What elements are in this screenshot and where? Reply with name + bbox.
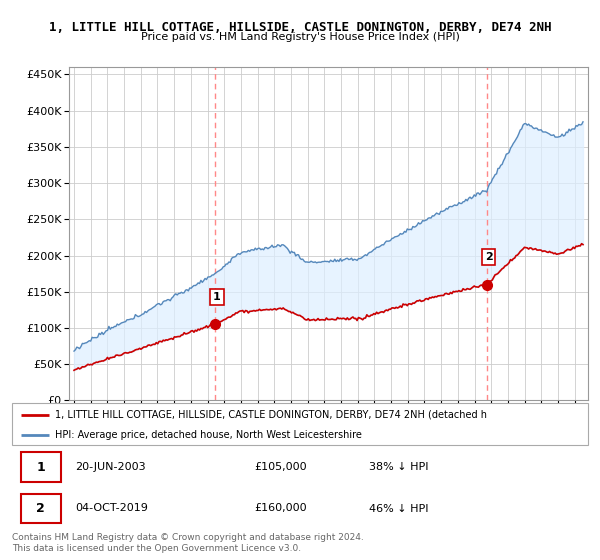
- Text: Price paid vs. HM Land Registry's House Price Index (HPI): Price paid vs. HM Land Registry's House …: [140, 32, 460, 42]
- Text: 04-OCT-2019: 04-OCT-2019: [76, 503, 148, 514]
- Text: 38% ↓ HPI: 38% ↓ HPI: [369, 462, 428, 472]
- Text: 1, LITTLE HILL COTTAGE, HILLSIDE, CASTLE DONINGTON, DERBY, DE74 2NH (detached h: 1, LITTLE HILL COTTAGE, HILLSIDE, CASTLE…: [55, 410, 487, 420]
- Bar: [20, 493, 61, 524]
- Text: 1, LITTLE HILL COTTAGE, HILLSIDE, CASTLE DONINGTON, DERBY, DE74 2NH: 1, LITTLE HILL COTTAGE, HILLSIDE, CASTLE…: [49, 21, 551, 34]
- Text: 46% ↓ HPI: 46% ↓ HPI: [369, 503, 428, 514]
- Text: 2: 2: [37, 502, 45, 515]
- Text: Contains HM Land Registry data © Crown copyright and database right 2024.
This d: Contains HM Land Registry data © Crown c…: [12, 533, 364, 553]
- Text: £105,000: £105,000: [254, 462, 307, 472]
- Text: 20-JUN-2003: 20-JUN-2003: [76, 462, 146, 472]
- Text: 2: 2: [485, 252, 493, 262]
- Text: £160,000: £160,000: [254, 503, 307, 514]
- Text: 1: 1: [37, 460, 45, 474]
- Bar: [20, 452, 61, 482]
- Text: 1: 1: [213, 292, 221, 302]
- Text: HPI: Average price, detached house, North West Leicestershire: HPI: Average price, detached house, Nort…: [55, 430, 362, 440]
